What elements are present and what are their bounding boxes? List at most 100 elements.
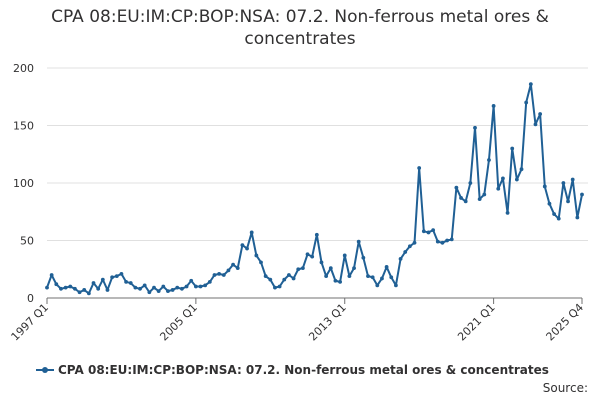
data-point [291, 276, 296, 281]
data-point [533, 122, 538, 127]
data-point [59, 286, 63, 291]
data-point [347, 274, 352, 279]
data-point [463, 199, 468, 204]
data-point [366, 274, 370, 279]
data-point [398, 257, 403, 261]
data-point [268, 277, 273, 282]
data-point [138, 286, 142, 291]
data-point [449, 237, 454, 242]
data-point [73, 286, 77, 291]
data-point [105, 288, 110, 292]
data-point [100, 277, 105, 282]
y-tick-label-0: 0 [27, 292, 34, 305]
data-point [473, 125, 477, 130]
data-point [361, 255, 366, 260]
data-point [552, 212, 556, 216]
data-point [538, 112, 543, 116]
data-point [514, 177, 519, 182]
data-point [380, 276, 384, 281]
data-point [254, 253, 259, 258]
data-point [566, 199, 570, 204]
data-point [86, 291, 91, 296]
y-tick-label-100: 100 [13, 177, 34, 190]
data-point [189, 278, 194, 283]
data-point [184, 284, 189, 289]
legend-label: CPA 08:EU:IM:CP:BOP:NSA: 07.2. Non-ferro… [58, 363, 549, 377]
data-point [221, 273, 226, 277]
data-point [170, 288, 175, 292]
data-point [338, 280, 342, 284]
data-point [496, 186, 501, 191]
data-point [528, 82, 533, 86]
data-point [482, 192, 487, 197]
chart-title-line-1: CPA 08:EU:IM:CP:BOP:NSA: 07.2. Non-ferro… [51, 7, 549, 27]
y-tick-label-50: 50 [20, 235, 34, 248]
data-point [356, 239, 361, 244]
data-point [119, 271, 124, 276]
data-point [403, 250, 408, 254]
source-label: Source: [542, 381, 588, 395]
x-tick-label: 2021 Q1 [455, 301, 498, 344]
data-point [287, 273, 291, 277]
data-point [394, 283, 398, 288]
data-point [152, 285, 156, 290]
data-point [45, 285, 49, 290]
data-point [319, 260, 324, 265]
data-point [180, 286, 184, 291]
data-point [203, 283, 208, 288]
data-point [77, 290, 82, 295]
data-point [556, 216, 561, 221]
data-point [510, 146, 515, 151]
data-point [82, 288, 87, 292]
data-point [487, 158, 491, 162]
data-point [426, 230, 431, 235]
legend-swatch [36, 365, 54, 375]
data-point [384, 265, 389, 269]
series-line [46, 83, 583, 295]
data-point [501, 176, 505, 181]
data-point [273, 285, 277, 290]
data-point [142, 283, 147, 288]
data-point [96, 286, 101, 291]
data-point [542, 184, 547, 189]
data-point [207, 280, 212, 284]
chart-title: CPA 08:EU:IM:CP:BOP:NSA: 07.2. Non-ferro… [0, 6, 600, 50]
data-point [561, 181, 566, 185]
data-point [277, 284, 282, 289]
data-point [324, 274, 329, 279]
data-point [63, 285, 68, 290]
data-point [124, 280, 128, 284]
data-point [198, 284, 203, 289]
data-point [91, 281, 96, 285]
data-point [547, 201, 552, 206]
data-point [389, 275, 394, 280]
x-tick-label: 2013 Q1 [306, 301, 349, 344]
data-point [147, 290, 152, 295]
data-point [166, 289, 170, 293]
data-point [417, 166, 422, 170]
data-point [110, 275, 115, 280]
data-point [333, 278, 338, 283]
data-point [454, 185, 459, 190]
data-point [175, 285, 180, 290]
data-point [314, 232, 319, 237]
legend[interactable]: CPA 08:EU:IM:CP:BOP:NSA: 07.2. Non-ferro… [36, 363, 549, 377]
data-point [263, 274, 268, 279]
data-point [249, 230, 254, 235]
data-point [575, 215, 580, 220]
chart-title-line-2: concentrates [244, 29, 356, 49]
data-point [49, 273, 54, 277]
data-point [431, 228, 436, 233]
data-point [68, 284, 73, 289]
data-point [519, 167, 524, 172]
data-point [226, 268, 231, 273]
data-point [231, 262, 235, 267]
data-point [505, 211, 510, 215]
data-point [296, 267, 301, 272]
data-point [352, 266, 356, 270]
data-point [459, 196, 463, 200]
data-point [245, 246, 249, 251]
data-point [54, 282, 59, 287]
y-tick-label-200: 200 [13, 62, 34, 75]
data-point [468, 181, 473, 185]
